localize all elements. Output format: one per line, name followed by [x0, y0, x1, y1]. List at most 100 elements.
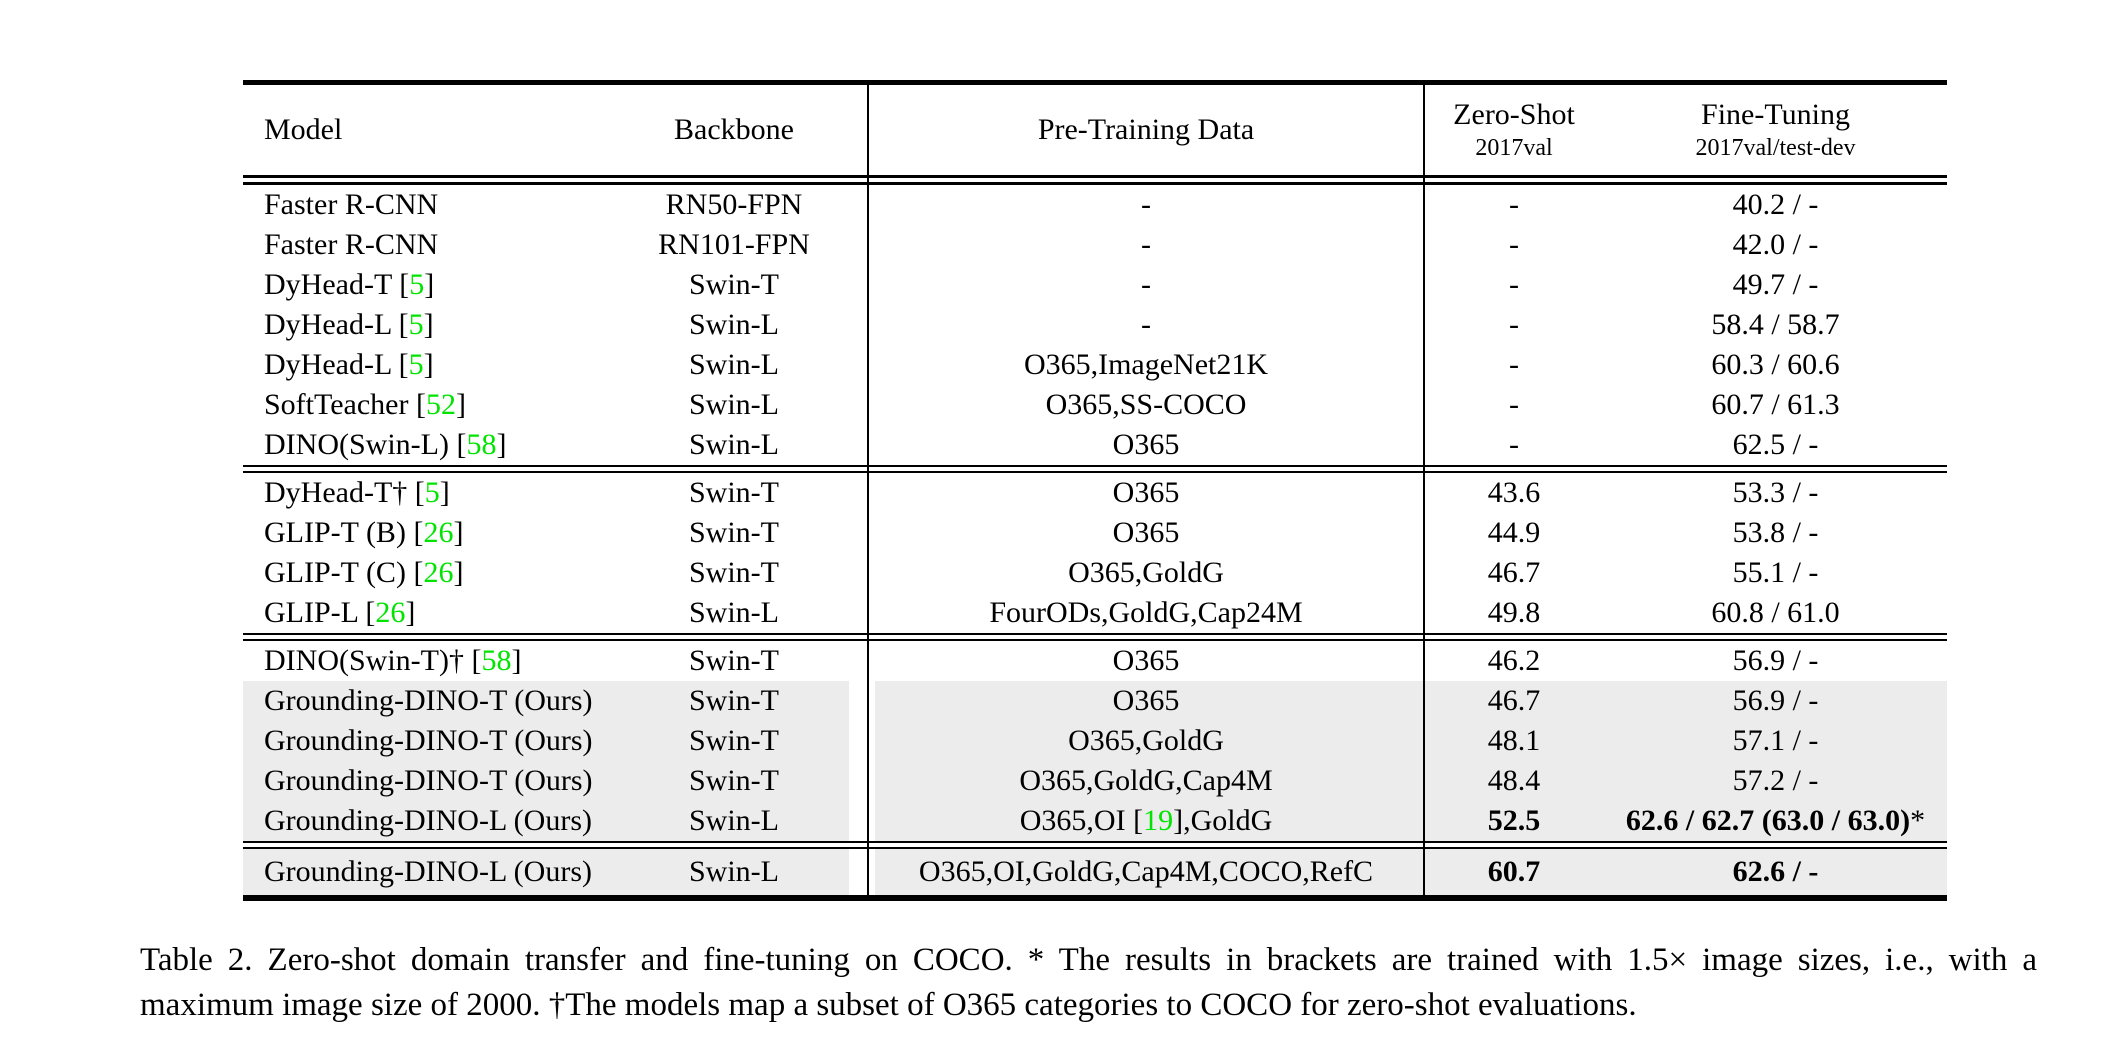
citation-number: 5 — [424, 476, 440, 509]
group-separator-rule — [243, 841, 1947, 849]
cell-backbone: Swin-T — [689, 268, 779, 301]
cell-pretrain: O365,GoldG — [1068, 724, 1224, 757]
cell-model: Grounding-DINO-T (Ours) — [264, 764, 593, 797]
cell-backbone: Swin-L — [689, 388, 779, 421]
header-pretrain: Pre-Training Data — [1037, 113, 1255, 146]
cell-backbone: Swin-T — [689, 764, 779, 797]
table-row: DyHead-L [5] Swin-L - - 58.4 / 58.7 — [243, 305, 1947, 345]
citation-number: 5 — [408, 308, 424, 341]
cell-zeroshot: 46.7 — [1487, 684, 1541, 717]
citation-number: 58 — [481, 644, 512, 677]
cell-model: GLIP-L [26] — [264, 596, 416, 629]
cell-model: GLIP-T (C) [26] — [264, 556, 464, 589]
table-row: GLIP-T (C) [26] Swin-T O365,GoldG 46.7 55.1 … — [243, 553, 1947, 593]
table-row: SoftTeacher [52] Swin-L O365,SS-COCO - 60.7 … — [243, 385, 1947, 425]
citation-number: 5 — [408, 348, 424, 381]
cell-model: Faster R-CNN — [264, 228, 439, 261]
cell-model: DyHead-L [5] — [264, 308, 434, 341]
cell-pretrain: O365,GoldG,Cap4M — [1019, 764, 1273, 797]
table-row: DyHead-T [5] Swin-T - - 49.7 / - — [243, 265, 1947, 305]
cell-finetune: 56.9 / - — [1732, 644, 1819, 677]
cell-backbone: Swin-T — [689, 476, 779, 509]
cell-finetune: 62.5 / - — [1732, 428, 1819, 461]
header-finetune-title: Fine-Tuning — [1701, 98, 1850, 131]
group-separator-rule — [243, 633, 1947, 641]
table-caption: Table 2. Zero-shot domain transfer and f… — [140, 938, 2037, 1028]
table-row: Grounding-DINO-T (Ours) Swin-T O365 46.7 56.… — [243, 681, 1947, 721]
cell-model: Grounding-DINO-T (Ours) — [264, 724, 593, 757]
cell-finetune: 62.6 / 62.7 (63.0 / 63.0)* — [1625, 804, 1926, 837]
table-body: Faster R-CNN RN50-FPN - -40.2 / - Faster R-C… — [243, 185, 1947, 895]
cell-finetune: 57.1 / - — [1732, 724, 1819, 757]
cell-pretrain: O365,OI,GoldG,Cap4M,COCO,RefC — [918, 855, 1374, 888]
cell-zeroshot: 43.6 — [1487, 476, 1541, 509]
cell-backbone: Swin-L — [689, 596, 779, 629]
cell-zeroshot: - — [1509, 348, 1519, 381]
citation-number: 26 — [423, 556, 454, 589]
cell-finetune: 53.8 / - — [1732, 516, 1819, 549]
header-backbone: Backbone — [674, 113, 794, 146]
cell-backbone: Swin-T — [689, 556, 779, 589]
caption-line-2: maximum image size of 2000. †The models … — [140, 987, 1637, 1023]
table-top-rule — [243, 80, 1947, 85]
header-separator-rule — [243, 175, 1947, 185]
citation-number: 52 — [426, 388, 456, 421]
cell-backbone: Swin-L — [689, 348, 779, 381]
table-row: Grounding-DINO-T (Ours) Swin-T O365,GoldG,… — [243, 761, 1947, 801]
header-zeroshot-subtitle: 2017val — [1475, 135, 1553, 161]
cell-zeroshot: 48.4 — [1487, 764, 1541, 797]
cell-pretrain: O365,ImageNet21K — [1023, 348, 1269, 381]
cell-pretrain: O365,GoldG — [1068, 556, 1224, 589]
cell-model: DINO(Swin-L) [58] — [264, 428, 507, 461]
cell-zeroshot: - — [1509, 428, 1519, 461]
header-finetune-subtitle: 2017val/test-dev — [1695, 135, 1856, 161]
cell-zeroshot: - — [1509, 228, 1519, 261]
table-row: Grounding-DINO-L (Ours) Swin-L O365,OI,Gol… — [243, 849, 1947, 895]
cell-backbone: Swin-T — [689, 684, 779, 717]
table-row: DINO(Swin-L) [58] Swin-L O365 - 62.5 / - — [243, 425, 1947, 465]
cell-pretrain: O365 — [1112, 644, 1180, 677]
cell-pretrain: O365 — [1112, 476, 1180, 509]
cell-pretrain: - — [1141, 268, 1151, 301]
table-row: DyHead-T† [5] Swin-T O365 43.6 53.3 / - — [243, 473, 1947, 513]
column-divider-backbone-pretrain — [867, 85, 869, 895]
cell-finetune: 42.0 / - — [1732, 228, 1819, 261]
cell-finetune: 40.2 / - — [1732, 188, 1819, 221]
citation-number: 5 — [409, 268, 425, 301]
table-group-4: Grounding-DINO-L (Ours) Swin-L O365,OI,Gol… — [243, 849, 1947, 895]
cell-model: SoftTeacher [52] — [264, 388, 466, 421]
table-row: DyHead-L [5] Swin-L O365,ImageNet21K - 60.3 … — [243, 345, 1947, 385]
cell-backbone: Swin-L — [689, 804, 779, 837]
cell-pretrain: O365,SS-COCO — [1045, 388, 1247, 421]
cell-pretrain: - — [1141, 228, 1151, 261]
cell-pretrain: FourODs,GoldG,Cap24M — [989, 596, 1303, 629]
citation-number: 26 — [375, 596, 406, 629]
cell-zeroshot: 52.5 — [1487, 804, 1541, 837]
table-row: Grounding-DINO-L (Ours) Swin-L O365,OI [19… — [243, 801, 1947, 841]
cell-model: Grounding-DINO-L (Ours) — [264, 855, 592, 888]
cell-pretrain: O365,OI [19],GoldG — [1019, 804, 1273, 837]
results-table: Model Backbone Pre-Training Data Zero-Sh… — [243, 80, 1947, 901]
cell-zeroshot: 49.8 — [1487, 596, 1541, 629]
table-row: Grounding-DINO-T (Ours) Swin-T O365,GoldG 4… — [243, 721, 1947, 761]
cell-zeroshot: 44.9 — [1487, 516, 1541, 549]
cell-finetune: 49.7 / - — [1732, 268, 1819, 301]
table-row: GLIP-T (B) [26] Swin-T O365 44.9 53.8 / - — [243, 513, 1947, 553]
cell-zeroshot: - — [1509, 388, 1519, 421]
cell-zeroshot: - — [1509, 188, 1519, 221]
cell-zeroshot: - — [1509, 268, 1519, 301]
cell-pretrain: O365 — [1112, 516, 1180, 549]
cell-pretrain: O365 — [1112, 428, 1180, 461]
cell-zeroshot: - — [1509, 308, 1519, 341]
cell-zeroshot: 48.1 — [1487, 724, 1541, 757]
cell-finetune: 60.3 / 60.6 — [1711, 348, 1840, 381]
table-row: Faster R-CNN RN101-FPN - - 42.0 / - — [243, 225, 1947, 265]
table-row: GLIP-L [26] Swin-L FourODs,GoldG,Cap24M 49.… — [243, 593, 1947, 633]
cell-model: DINO(Swin-T)† [58] — [264, 644, 522, 677]
cell-finetune: 60.7 / 61.3 — [1711, 388, 1840, 421]
table-row: Faster R-CNN RN50-FPN - - 40.2 / - — [243, 185, 1947, 225]
header-zeroshot-title: Zero-Shot — [1453, 98, 1575, 131]
cell-pretrain: - — [1141, 308, 1151, 341]
cell-finetune: 58.4 / 58.7 — [1711, 308, 1840, 341]
header-finetune: Fine-Tuning 2017val/test-dev — [1604, 97, 1947, 163]
